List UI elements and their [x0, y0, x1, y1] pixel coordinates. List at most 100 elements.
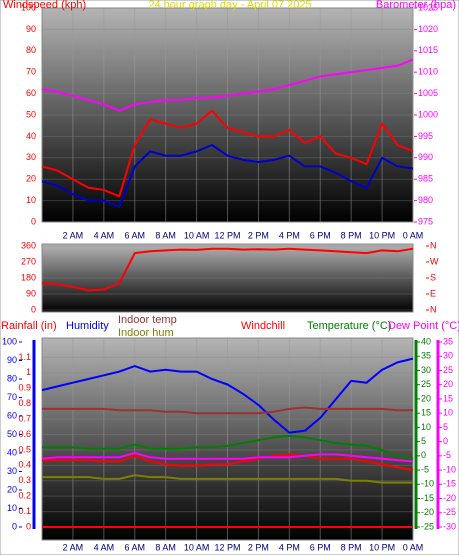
y-tick-label: 0	[31, 304, 36, 314]
y-tick-label: -25	[443, 507, 456, 517]
y-tick-label: 0	[26, 521, 31, 531]
y-tick-label: 60	[26, 88, 36, 98]
y-tick-label: 25	[443, 365, 453, 375]
y-tick-label: 30	[421, 365, 431, 375]
y-tick-label: 10	[421, 422, 431, 432]
x-tick-label: 4 AM	[94, 542, 115, 552]
x-tick-label: 8 AM	[155, 230, 176, 240]
y-tick-label: 40	[26, 131, 36, 141]
y-tick-label: 1	[26, 367, 31, 377]
y-tick-label: 0	[31, 216, 36, 226]
y-tick-label: 40	[7, 447, 17, 457]
y-tick-label: 90	[7, 355, 17, 365]
y-tick-label: 0.6	[18, 429, 31, 439]
y-tick-label: 35	[443, 336, 453, 346]
y-tick-label: 20	[443, 379, 453, 389]
y-tick-label: 20	[421, 393, 431, 403]
y-tick-label: 15	[443, 393, 453, 403]
y-tick-label: 0.2	[18, 491, 31, 501]
x-tick-label: 10 PM	[369, 542, 395, 552]
legend-label: Temperature (°C)	[307, 320, 391, 332]
legend-label: Dew Point (°C)	[388, 320, 459, 332]
y-tick-label: 50	[7, 429, 17, 439]
y-tick-label: 1.1	[18, 352, 31, 362]
y-tick-label: 0.3	[18, 475, 31, 485]
x-tick-label: 6 PM	[310, 542, 331, 552]
plot-area	[41, 243, 414, 313]
series-line	[42, 474, 413, 484]
y-tick-label: 0.8	[18, 398, 31, 408]
x-tick-label: 4 PM	[279, 230, 300, 240]
x-tick-label: 8 PM	[341, 230, 362, 240]
y-tick-label: -20	[421, 507, 434, 517]
y-tick-label: -15	[421, 493, 434, 503]
y-tick-label: N	[430, 240, 437, 250]
y-tick-label: 0.1	[18, 506, 31, 516]
y-tick-label: 0.7	[18, 413, 31, 423]
legend-label: Indoor hum	[118, 327, 174, 339]
y-label: Windspeed (kph)	[3, 0, 86, 11]
y-tick-label: 0.9	[18, 383, 31, 393]
x-tick-label: 2 PM	[248, 230, 269, 240]
x-tick-label: 12 PM	[214, 230, 240, 240]
y-tick-label: -10	[421, 479, 434, 489]
y-tick-label: -15	[443, 479, 456, 489]
x-tick-label: 8 AM	[155, 542, 176, 552]
y-tick-label: 180	[21, 272, 36, 282]
y-tick-label: -5	[443, 450, 451, 460]
legend-label: Rainfall (in)	[1, 320, 57, 332]
legend-label: Humidity	[66, 320, 109, 332]
y-tick-label: 1010	[418, 67, 438, 77]
y-tick-label: 35	[421, 351, 431, 361]
x-tick-label: 0 AM	[403, 542, 424, 552]
y-tick-label: 10	[26, 195, 36, 205]
y-tick-label: W	[430, 256, 439, 266]
y-tick-label: 90	[26, 288, 36, 298]
x-tick-label: 6 AM	[124, 230, 145, 240]
y-tick-label: 985	[418, 174, 433, 184]
y-tick-label: 1020	[418, 24, 438, 34]
y-tick-label: 10	[443, 408, 453, 418]
x-tick-label: 10 AM	[184, 542, 210, 552]
y-tick-label: 1005	[418, 88, 438, 98]
series-line	[42, 453, 414, 472]
y-tick-label: 270	[21, 256, 36, 266]
y-tick-label: 0.5	[18, 444, 31, 454]
series-line	[42, 406, 413, 415]
y-tick-label: 15	[421, 408, 431, 418]
y-tick-label: S	[430, 272, 436, 282]
series-line	[41, 247, 414, 292]
legend-label: Indoor temp	[118, 314, 177, 326]
y-tick-label: 0	[421, 450, 426, 460]
y-tick-label: N	[430, 304, 437, 314]
y-tick-label: 990	[418, 152, 433, 162]
y-tick-label: 90	[26, 24, 36, 34]
y-tick-label: -10	[443, 464, 456, 474]
y-tick-label: 5	[421, 436, 426, 446]
series-line	[41, 58, 414, 112]
y-tick-label: 1015	[418, 45, 438, 55]
x-tick-label: 10 PM	[369, 230, 395, 240]
y-tick-label: -25	[421, 521, 434, 531]
series-line	[41, 357, 414, 434]
y-tick-label: 30	[7, 466, 17, 476]
y-tick-label: E	[430, 288, 436, 298]
x-tick-label: 6 PM	[310, 230, 331, 240]
x-tick-label: 4 PM	[279, 542, 300, 552]
series-line	[42, 434, 414, 460]
y-tick-label: 360	[21, 240, 36, 250]
y-tick-label: 40	[421, 336, 431, 346]
y-tick-label: 25	[421, 379, 431, 389]
x-tick-label: 2 AM	[63, 230, 84, 240]
x-tick-label: 6 AM	[124, 542, 145, 552]
y-tick-label: 60	[7, 410, 17, 420]
y-tick-label: 100	[21, 2, 36, 12]
x-tick-label: 8 PM	[341, 542, 362, 552]
series-line	[41, 144, 414, 208]
y-tick-label: 0.4	[18, 460, 31, 470]
y-tick-label: 30	[26, 152, 36, 162]
x-tick-label: 12 PM	[214, 542, 240, 552]
title: 24 hour graph day - April 07 2025	[148, 0, 311, 11]
y-tick-label: 980	[418, 195, 433, 205]
